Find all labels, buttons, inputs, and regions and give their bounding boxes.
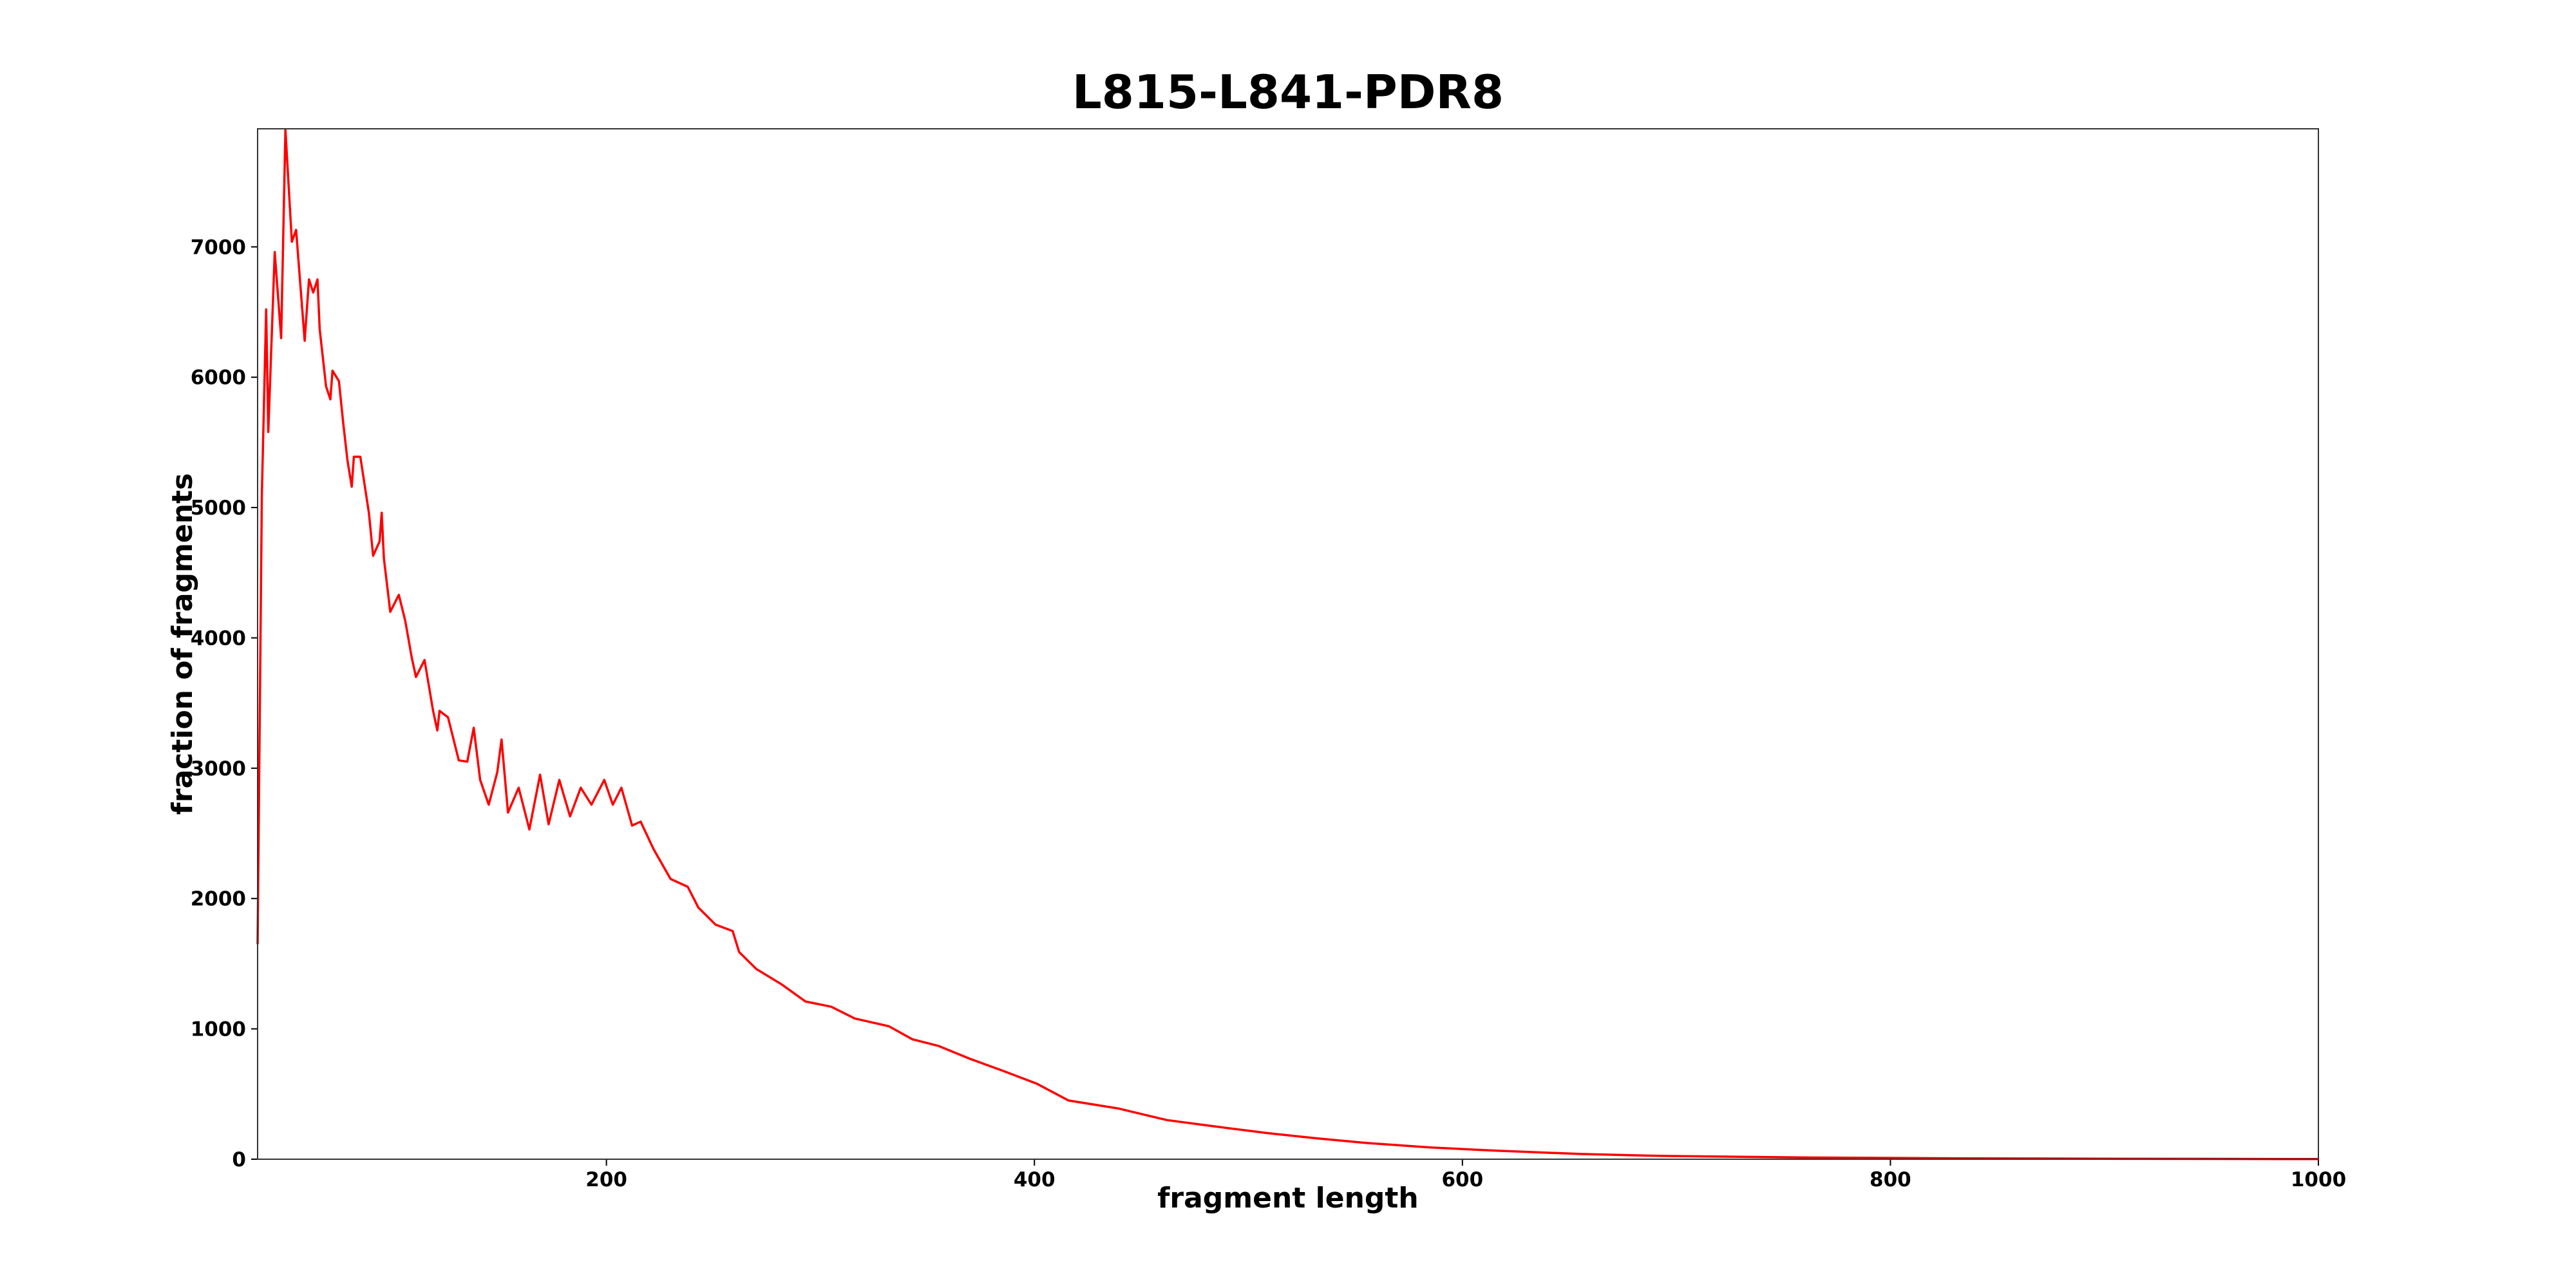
y-tick-label: 0 xyxy=(232,1148,246,1171)
x-tick-label: 200 xyxy=(585,1168,627,1191)
x-tick-label: 1000 xyxy=(2291,1168,2346,1191)
y-tick-label: 1000 xyxy=(191,1018,246,1041)
y-tick-label: 6000 xyxy=(191,366,246,390)
y-tick-label: 2000 xyxy=(191,887,246,911)
y-tick-label: 5000 xyxy=(191,497,246,520)
x-axis-label: fragment length xyxy=(1157,1182,1419,1215)
y-tick-label: 7000 xyxy=(191,236,246,259)
plot-frame xyxy=(257,128,2319,1160)
y-tick-label: 4000 xyxy=(191,627,246,650)
chart-title: L815-L841-PDR8 xyxy=(1072,65,1504,119)
x-tick-label: 600 xyxy=(1441,1168,1483,1191)
x-tick-label: 400 xyxy=(1014,1168,1056,1191)
x-tick-label: 800 xyxy=(1870,1168,1911,1191)
y-tick-label: 3000 xyxy=(191,757,246,781)
data-line xyxy=(256,128,2319,1160)
y-axis-label: fraction of fragments xyxy=(166,473,199,815)
